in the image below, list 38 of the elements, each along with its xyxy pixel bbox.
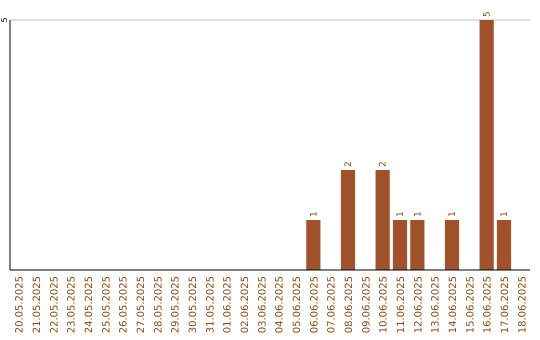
x-tick-label: 10.06.2025 [378,276,390,334]
x-tick-label: 16.06.2025 [482,276,494,334]
x-tick-label: 28.05.2025 [153,276,164,334]
data-label: 2 [378,161,389,167]
x-tick-label: 05.06.2025 [292,276,303,334]
x-tick-label: 23.05.2025 [66,276,78,334]
x-tick-label: 01.06.2025 [222,276,234,334]
x-tick-label: 27.05.2025 [136,276,147,334]
x-tick-label: 03.06.2025 [257,276,268,334]
x-tick-label: 02.06.2025 [240,276,251,334]
x-tick-label: 08.06.2025 [344,276,355,334]
x-tick-label: 30.05.2025 [188,276,199,334]
data-label: 1 [309,211,320,217]
data-label: 1 [500,211,510,217]
x-tick-label: 13.06.2025 [430,276,442,334]
x-tick-label: 31.05.2025 [205,276,216,334]
x-tick-label: 24.05.2025 [84,276,95,334]
x-tick-label: 25.05.2025 [101,276,112,334]
x-tick-label: 26.05.2025 [118,276,130,334]
x-tick-label: 22.05.2025 [49,276,60,334]
x-tick-label: 18.06.2025 [517,276,528,334]
x-tick-label: 04.06.2025 [274,276,286,334]
data-label: 1 [448,211,458,217]
x-tick-label: 07.06.2025 [326,276,338,334]
x-tick-label: 17.06.2025 [500,276,511,334]
x-tick-label: 06.06.2025 [309,276,320,334]
data-label: 1 [396,211,406,217]
x-tick-label: 21.05.2025 [32,276,43,334]
data-label: 1 [413,211,424,217]
x-tick-label: 14.06.2025 [448,276,459,334]
x-tick-label: 15.06.2025 [465,276,476,334]
x-tick-label: 11.06.2025 [396,276,407,334]
x-tick-label: 20.05.2025 [14,276,26,334]
x-tick-label: 12.06.2025 [413,276,424,334]
x-tick-label: 09.06.2025 [361,276,372,334]
data-label: 2 [344,161,354,167]
x-tick-label: 29.05.2025 [170,276,182,334]
data-label: 5 [482,11,493,17]
